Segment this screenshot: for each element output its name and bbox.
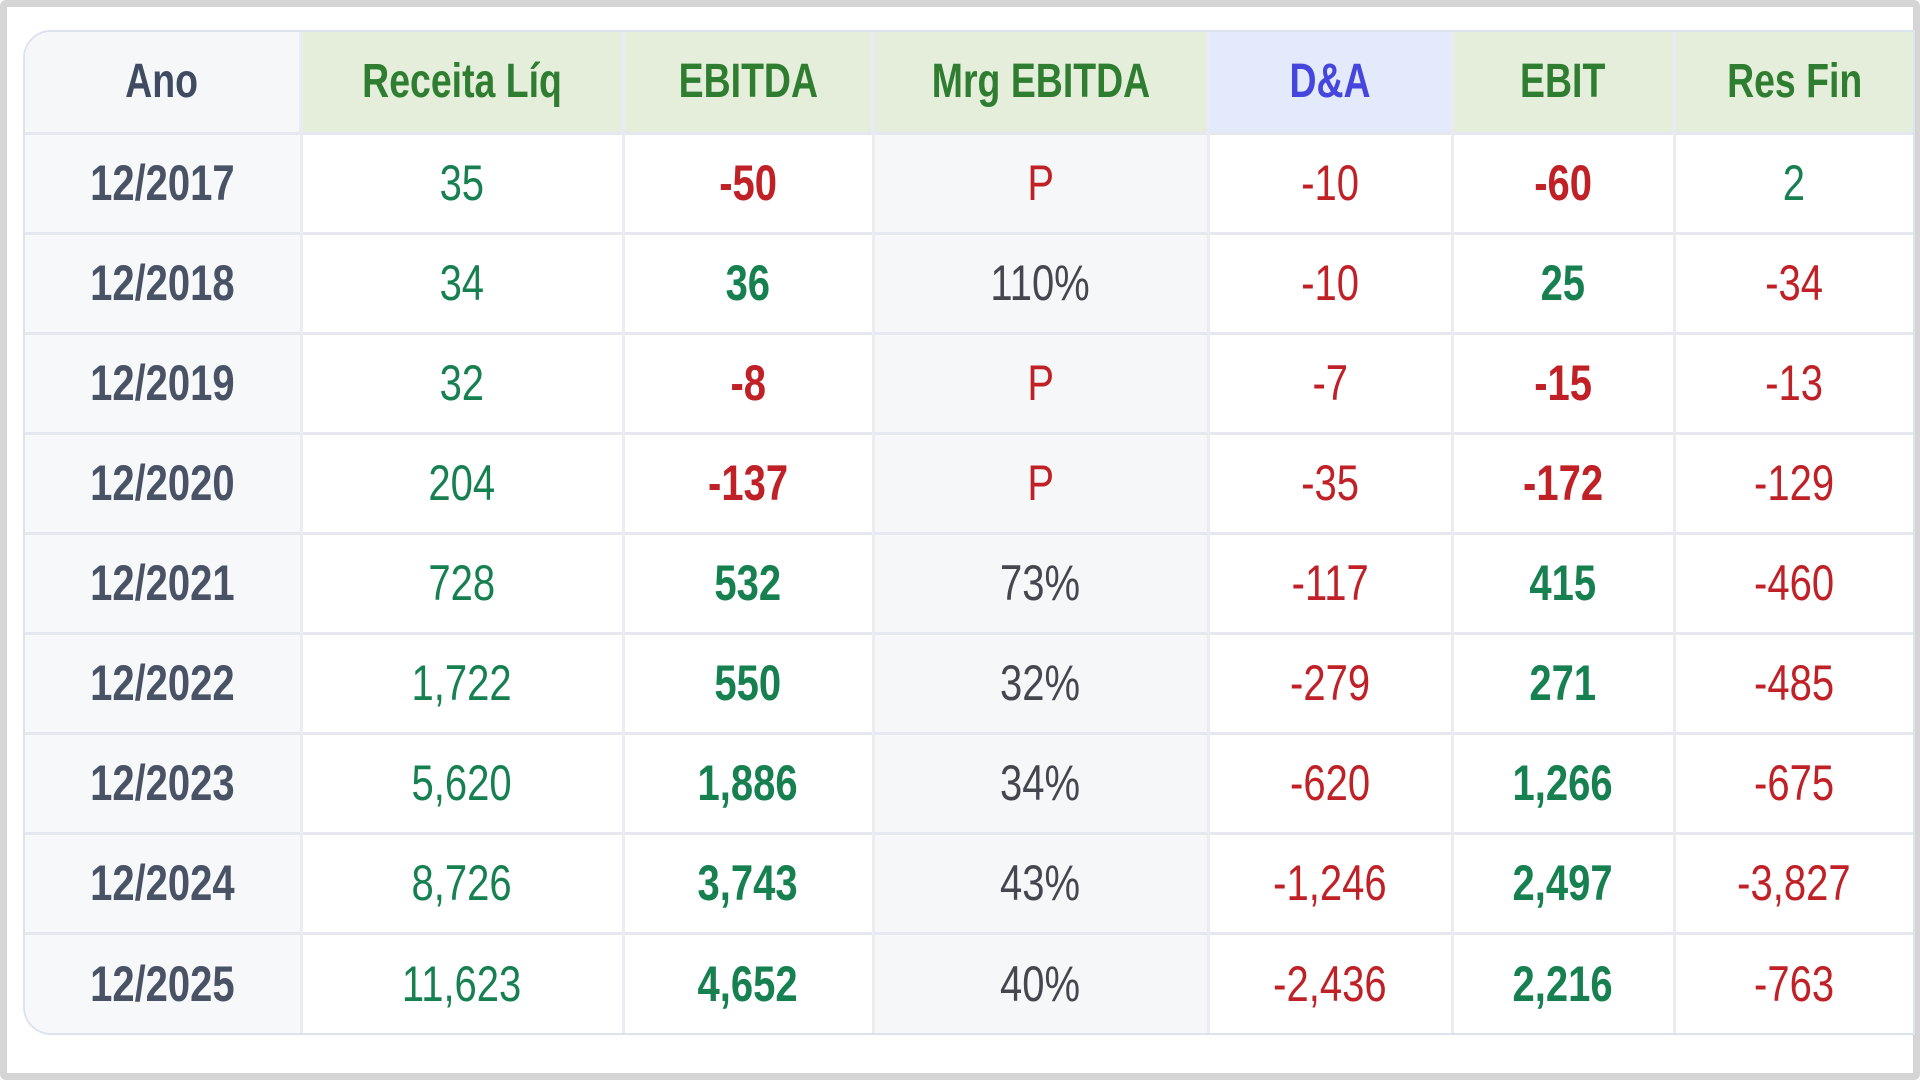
cell-ebitda: 532 (621, 531, 873, 633)
cell-da: -2,436 (1206, 931, 1452, 1033)
table-row: 12/2017 35 -50 P -10 -60 2 (25, 131, 1913, 233)
table-row: 12/2023 5,620 1,886 34% -620 1,266 -675 (25, 731, 1913, 833)
cell-ebitda: -137 (621, 431, 873, 533)
cell-da: -7 (1206, 331, 1452, 433)
cell-receita_liq: 1,722 (299, 631, 623, 733)
cell-receita_liq: 11,623 (299, 931, 623, 1033)
cell-da: -1,246 (1206, 831, 1452, 933)
cell-da: -10 (1206, 231, 1452, 333)
column-header-da[interactable]: D&A (1206, 32, 1452, 133)
cell-receita_liq: 34 (299, 231, 623, 333)
cell-da: -117 (1206, 531, 1452, 633)
cell-receita_liq: 728 (299, 531, 623, 633)
cell-da: -35 (1206, 431, 1452, 533)
header-row: Ano Receita Líq EBITDA Mrg EBITDA D&A EB… (25, 32, 1913, 133)
column-header-label: EBIT (1520, 55, 1606, 109)
cell-ebit: 2,497 (1450, 831, 1674, 933)
cell-ano: 12/2021 (25, 531, 301, 633)
cell-ano: 12/2017 (25, 131, 301, 233)
cell-receita_liq: 35 (299, 131, 623, 233)
cell-mrg_ebitda: P (871, 331, 1208, 433)
column-header-res-fin[interactable]: Res Fin (1672, 32, 1913, 133)
cell-ano: 12/2022 (25, 631, 301, 733)
financial-table-container: Ano Receita Líq EBITDA Mrg EBITDA D&A EB… (23, 30, 1915, 1035)
column-header-label: EBITDA (678, 55, 818, 109)
cell-ebitda: -8 (621, 331, 873, 433)
cell-mrg_ebitda: 110% (871, 231, 1208, 333)
column-header-ebit[interactable]: EBIT (1450, 32, 1674, 133)
table-row: 12/2024 8,726 3,743 43% -1,246 2,497 -3,827 (25, 831, 1913, 933)
table-row: 12/2025 11,623 4,652 40% -2,436 2,216 -763 (25, 931, 1913, 1033)
column-header-label: Mrg EBITDA (931, 55, 1150, 109)
cell-res_fin: -763 (1672, 931, 1913, 1033)
cell-ano: 12/2025 (25, 931, 301, 1033)
cell-ano: 12/2024 (25, 831, 301, 933)
table-row: 12/2018 34 36 110% -10 25 -34 (25, 231, 1913, 333)
table-body: 12/2017 35 -50 P -10 -60 2 12/2018 34 36 110% -10 25… (25, 131, 1913, 1033)
cell-mrg_ebitda: 73% (871, 531, 1208, 633)
column-header-label: Res Fin (1726, 55, 1863, 109)
cell-mrg_ebitda: P (871, 131, 1208, 233)
cell-ebit: 25 (1450, 231, 1674, 333)
cell-mrg_ebitda: 40% (871, 931, 1208, 1033)
cell-ebitda: 550 (621, 631, 873, 733)
column-header-label: Ano (125, 55, 199, 109)
cell-res_fin: 2 (1672, 131, 1913, 233)
cell-ano: 12/2020 (25, 431, 301, 533)
cell-ebit: 1,266 (1450, 731, 1674, 833)
cell-ebit: 2,216 (1450, 931, 1674, 1033)
column-header-mrg-ebitda[interactable]: Mrg EBITDA (871, 32, 1208, 133)
cell-ebit: 271 (1450, 631, 1674, 733)
cell-ebitda: 1,886 (621, 731, 873, 833)
cell-ebitda: 36 (621, 231, 873, 333)
cell-receita_liq: 5,620 (299, 731, 623, 833)
column-header-ano[interactable]: Ano (25, 32, 301, 133)
cell-ebit: -172 (1450, 431, 1674, 533)
table-row: 12/2019 32 -8 P -7 -15 -13 (25, 331, 1913, 433)
cell-ano: 12/2018 (25, 231, 301, 333)
column-header-receita-liq[interactable]: Receita Líq (299, 32, 623, 133)
column-header-label: D&A (1289, 55, 1371, 109)
cell-res_fin: -675 (1672, 731, 1913, 833)
cell-ebit: 415 (1450, 531, 1674, 633)
cell-da: -10 (1206, 131, 1452, 233)
cell-mrg_ebitda: 32% (871, 631, 1208, 733)
cell-res_fin: -13 (1672, 331, 1913, 433)
cell-mrg_ebitda: 43% (871, 831, 1208, 933)
cell-ano: 12/2023 (25, 731, 301, 833)
financial-table: Ano Receita Líq EBITDA Mrg EBITDA D&A EB… (25, 32, 1913, 1033)
cell-ano: 12/2019 (25, 331, 301, 433)
cell-res_fin: -460 (1672, 531, 1913, 633)
column-header-ebitda[interactable]: EBITDA (621, 32, 873, 133)
cell-ebit: -15 (1450, 331, 1674, 433)
cell-res_fin: -129 (1672, 431, 1913, 533)
cell-ebitda: 4,652 (621, 931, 873, 1033)
cell-receita_liq: 204 (299, 431, 623, 533)
cell-receita_liq: 32 (299, 331, 623, 433)
cell-mrg_ebitda: P (871, 431, 1208, 533)
table-row: 12/2020 204 -137 P -35 -172 -129 (25, 431, 1913, 533)
cell-res_fin: -485 (1672, 631, 1913, 733)
cell-ebit: -60 (1450, 131, 1674, 233)
cell-receita_liq: 8,726 (299, 831, 623, 933)
table-row: 12/2022 1,722 550 32% -279 271 -485 (25, 631, 1913, 733)
table-row: 12/2021 728 532 73% -117 415 -460 (25, 531, 1913, 633)
cell-res_fin: -3,827 (1672, 831, 1913, 933)
cell-mrg_ebitda: 34% (871, 731, 1208, 833)
cell-da: -279 (1206, 631, 1452, 733)
cell-ebitda: 3,743 (621, 831, 873, 933)
cell-res_fin: -34 (1672, 231, 1913, 333)
cell-da: -620 (1206, 731, 1452, 833)
cell-ebitda: -50 (621, 131, 873, 233)
column-header-label: Receita Líq (362, 55, 562, 109)
